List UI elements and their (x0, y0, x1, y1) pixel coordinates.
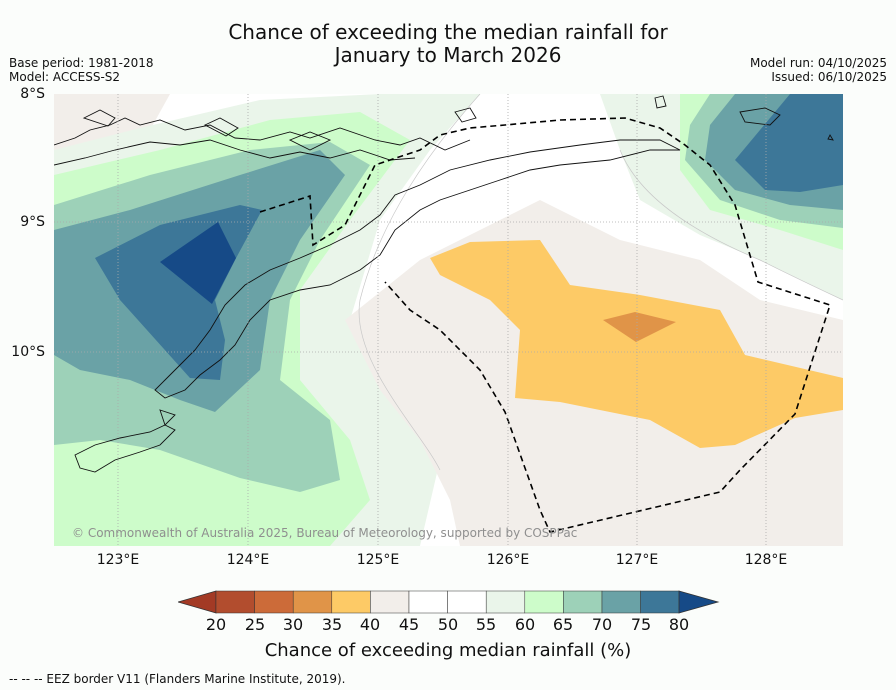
graticule (54, 94, 843, 546)
colorbar-seg-30-35 (292, 590, 333, 614)
lat-label-8s: 8°S (20, 86, 45, 102)
colorbar-label: 30 (282, 615, 304, 634)
colorbar-label: 35 (321, 615, 343, 634)
colorbar-label: 65 (552, 615, 574, 634)
metadata-right: Model run: 04/10/2025 Issued: 06/10/2025 (750, 56, 887, 84)
lat-label-9s: 9°S (20, 214, 45, 230)
lat-label-10s: 10°S (11, 344, 45, 360)
colorbar-min-arrow (178, 590, 217, 614)
lon-label-126e: 126°E (486, 552, 530, 568)
contour-line (358, 94, 481, 471)
band-se-40 (430, 240, 843, 448)
colorbar-seg-75-80 (640, 590, 680, 614)
colorbar-seg-40-45 (370, 590, 410, 614)
contour-line (619, 149, 843, 301)
colorbar-seg-25-30 (254, 590, 294, 614)
colorbar-seg-60-65 (524, 590, 564, 614)
model-run-date: Model run: 04/10/2025 (749, 56, 887, 70)
band-se-35 (603, 312, 676, 342)
title-line-2: January to March 2026 (334, 43, 562, 67)
copyright-notice: © Commonwealth of Australia 2025, Bureau… (72, 526, 578, 540)
model-name: Model: ACCESS-S2 (9, 70, 121, 84)
chart-title: Chance of exceeding the median rainfall … (0, 21, 896, 67)
colorbar-seg-35-40 (331, 590, 371, 614)
colorbar-seg-55-60 (485, 590, 526, 614)
issued-date: Issued: 06/10/2025 (771, 70, 887, 84)
colorbar-seg-50-55 (447, 590, 487, 614)
colorbar-label: 40 (359, 615, 381, 634)
base-period: Base period: 1981-2018 (9, 56, 154, 70)
colorbar-seg-45-50 (408, 590, 448, 614)
metadata-left: Base period: 1981-2018 Model: ACCESS-S2 (9, 56, 154, 84)
colorbar-label: 80 (668, 615, 690, 634)
colorbar-label: 60 (514, 615, 536, 634)
band-core (160, 222, 236, 304)
colorbar-label: 50 (437, 615, 459, 634)
lon-label-127e: 127°E (615, 552, 659, 568)
band-ne-80 (735, 94, 843, 192)
colorbar-label: 25 (244, 615, 266, 634)
colorbar-seg-20-25 (215, 590, 255, 614)
colorbar-label: 20 (205, 615, 227, 634)
eez-border (259, 117, 832, 533)
colorbar-seg-65-70 (563, 590, 603, 614)
colorbar-label: 45 (398, 615, 420, 634)
colorbar-label: 75 (630, 615, 652, 634)
colorbar-max-arrow (678, 590, 720, 614)
colorbar-label: 70 (591, 615, 613, 634)
colorbar-seg-70-75 (601, 590, 641, 614)
eez-footnote: -- -- -- EEZ border V11 (Flanders Marine… (9, 672, 346, 686)
rainfall-map (54, 94, 843, 546)
lon-label-125e: 125°E (356, 552, 400, 568)
colorbar-title: Chance of exceeding median rainfall (%) (264, 640, 632, 661)
coastlines (54, 95, 834, 473)
colorbar (178, 590, 720, 614)
lon-label-123e: 123°E (96, 552, 140, 568)
lon-label-128e: 128°E (744, 552, 788, 568)
colorbar-label: 55 (475, 615, 497, 634)
lon-label-124e: 124°E (226, 552, 270, 568)
title-line-1: Chance of exceeding the median rainfall … (228, 20, 668, 44)
